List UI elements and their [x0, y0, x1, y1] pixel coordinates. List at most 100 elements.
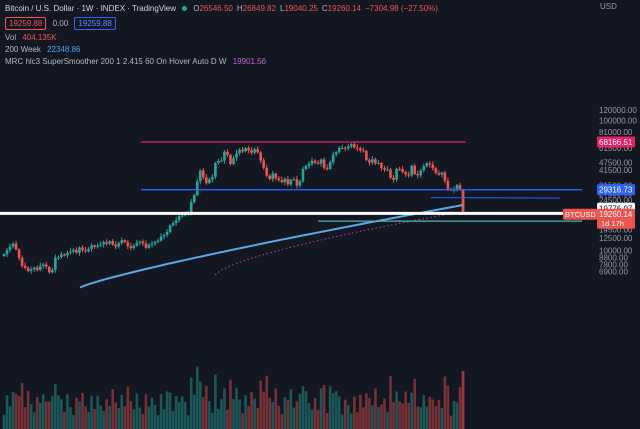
volume-bar	[250, 392, 253, 429]
candle-body	[72, 249, 75, 252]
axis-tick-label: 14500.00	[599, 225, 633, 234]
volume-value: 404.135K	[22, 33, 57, 42]
sell-price-box[interactable]: 19259.88	[5, 17, 47, 30]
candle-body	[147, 244, 151, 248]
legend-volume[interactable]: Vol 404.135K	[5, 33, 61, 43]
legend-mrc[interactable]: MRC hlc3 SuperSmoother 200 1 2.415 60 On…	[5, 57, 270, 67]
volume-bar	[455, 402, 459, 429]
candle-body	[144, 243, 148, 248]
axis-tick-label: 12500.00	[599, 234, 633, 243]
volume-bar	[461, 371, 465, 429]
candle-body	[99, 244, 102, 246]
header-row-title: Bitcoin / U.S. Dollar · 1W · INDEX · Tra…	[5, 4, 446, 14]
candle-body	[20, 257, 24, 266]
candle-body	[2, 254, 6, 257]
volume-bar	[211, 412, 214, 429]
volume-bar	[72, 414, 75, 429]
candle-body	[47, 266, 51, 273]
volume-bar	[171, 411, 175, 429]
volume-bar	[292, 407, 296, 429]
candle-body	[295, 179, 299, 186]
volume-bar	[159, 394, 163, 429]
volume-bar	[346, 405, 350, 429]
volume-bar	[168, 392, 172, 429]
volume-bar	[38, 402, 42, 429]
candle-body	[202, 170, 205, 178]
candle-body	[322, 159, 326, 168]
candle-body	[126, 242, 130, 247]
candle-body	[440, 172, 444, 175]
candle-body	[362, 150, 365, 152]
candle-body	[310, 160, 314, 164]
volume-bar	[298, 393, 302, 429]
candle-body	[156, 240, 160, 242]
volume-bar	[129, 401, 133, 429]
candle-body	[349, 144, 353, 147]
ohlc-label: L	[280, 4, 285, 13]
hline-price-label-box	[597, 184, 635, 196]
ma-value: 22348.86	[47, 45, 81, 54]
axis-tick-label: 41500.00	[599, 166, 633, 175]
candle-body	[81, 247, 84, 251]
symbol-title[interactable]: Bitcoin / U.S. Dollar · 1W · INDEX · Tra…	[5, 4, 177, 13]
moving-average	[79, 204, 464, 289]
ohlc-label: H	[236, 4, 243, 13]
candle-body	[223, 151, 226, 161]
candle-body	[292, 179, 296, 181]
volume-bar	[220, 399, 223, 429]
volume-bar	[431, 399, 435, 429]
volume-bar	[416, 406, 420, 429]
volume-bar	[132, 409, 136, 429]
candle-body	[38, 266, 42, 270]
candle-body	[96, 245, 99, 247]
ohlc-value: 26849.82	[242, 4, 277, 13]
volume-bar	[437, 399, 441, 429]
hline-price-label: 29316.73	[599, 186, 633, 195]
candle-body	[208, 179, 211, 183]
volume-bar	[177, 402, 181, 429]
volume-bar	[102, 410, 105, 429]
volume-bar	[440, 408, 444, 429]
candle-body	[259, 152, 262, 161]
candle-body	[153, 241, 157, 244]
candle-body	[232, 158, 235, 164]
volume-bar	[295, 401, 299, 429]
candle-body	[274, 173, 278, 179]
candle-body	[340, 147, 344, 149]
trend-line[interactable]	[430, 197, 561, 199]
volume-bar	[434, 405, 438, 429]
mrc-line[interactable]	[214, 211, 464, 276]
volume-bar	[449, 415, 453, 429]
candle-body	[141, 241, 145, 244]
candle-body	[404, 172, 407, 175]
ohlc-value: 26546.50	[199, 4, 233, 13]
candle-body	[23, 265, 27, 268]
volume-bar	[383, 398, 386, 429]
candle-body	[374, 159, 377, 164]
candle-body	[211, 176, 214, 180]
volume-bar	[271, 402, 275, 429]
volume-bar	[325, 413, 329, 429]
volume-bar	[289, 389, 293, 429]
candle-body	[377, 162, 380, 164]
volume-bar	[26, 390, 30, 429]
ohlc-values: O26546.50 H26849.82 L19040.25 C19260.14 −730…	[193, 4, 442, 13]
axis-tick-label: 24500.00	[599, 196, 633, 205]
candle-body	[368, 160, 371, 163]
volume-bar	[407, 403, 410, 429]
candle-body	[17, 249, 21, 258]
horizontal-lines[interactable]	[0, 141, 582, 222]
volume-bar	[362, 407, 365, 429]
volume-bar	[174, 396, 178, 429]
ma-200-line[interactable]	[79, 204, 464, 289]
volume-bar	[283, 397, 287, 429]
volume-bar	[419, 407, 423, 429]
volume-bar	[5, 395, 9, 429]
buy-price-box[interactable]: 19259.88	[74, 17, 116, 30]
volume-bar	[90, 395, 93, 429]
legend-ma[interactable]: 200 Week 22348.86	[5, 45, 84, 55]
candle-body	[289, 179, 293, 185]
volume-bar	[368, 398, 371, 429]
volume-bar	[235, 387, 238, 429]
